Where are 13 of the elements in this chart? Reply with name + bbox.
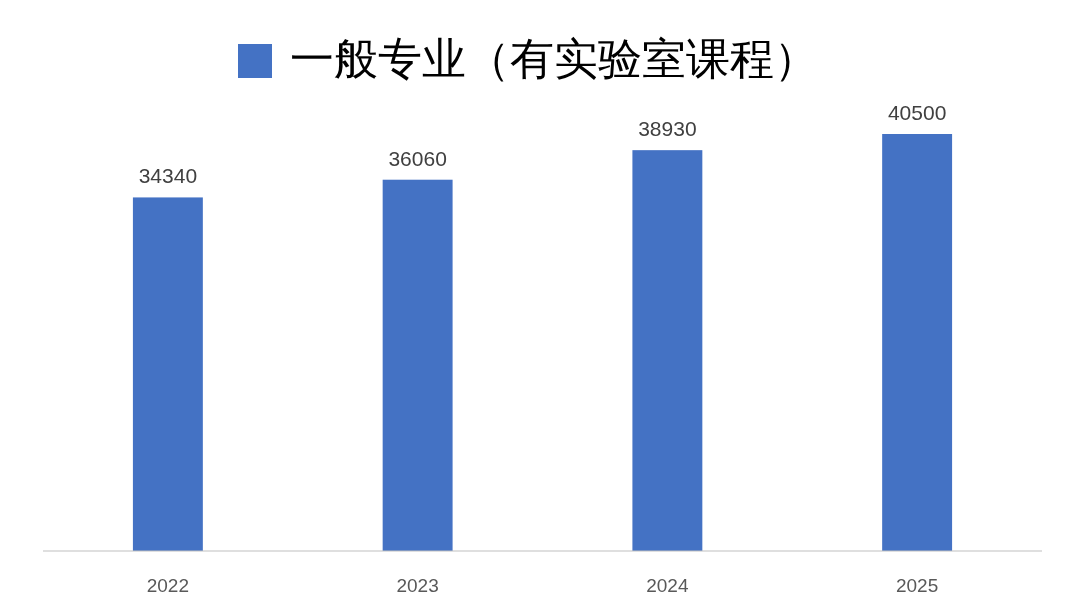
data-label: 36060 xyxy=(388,146,447,170)
bar xyxy=(882,134,953,551)
x-tick-label: 2023 xyxy=(396,575,439,596)
bar xyxy=(382,179,453,551)
bar xyxy=(132,197,203,551)
data-label: 38930 xyxy=(638,117,697,141)
x-tick-label: 2025 xyxy=(895,575,939,596)
x-tick-label: 2022 xyxy=(146,575,190,596)
data-label: 40500 xyxy=(887,101,947,124)
x-tick-label: 2024 xyxy=(646,575,689,596)
data-label: 34340 xyxy=(138,164,198,188)
legend-label: 一般专业（有实验室课程） xyxy=(290,33,818,84)
bar xyxy=(632,150,703,551)
